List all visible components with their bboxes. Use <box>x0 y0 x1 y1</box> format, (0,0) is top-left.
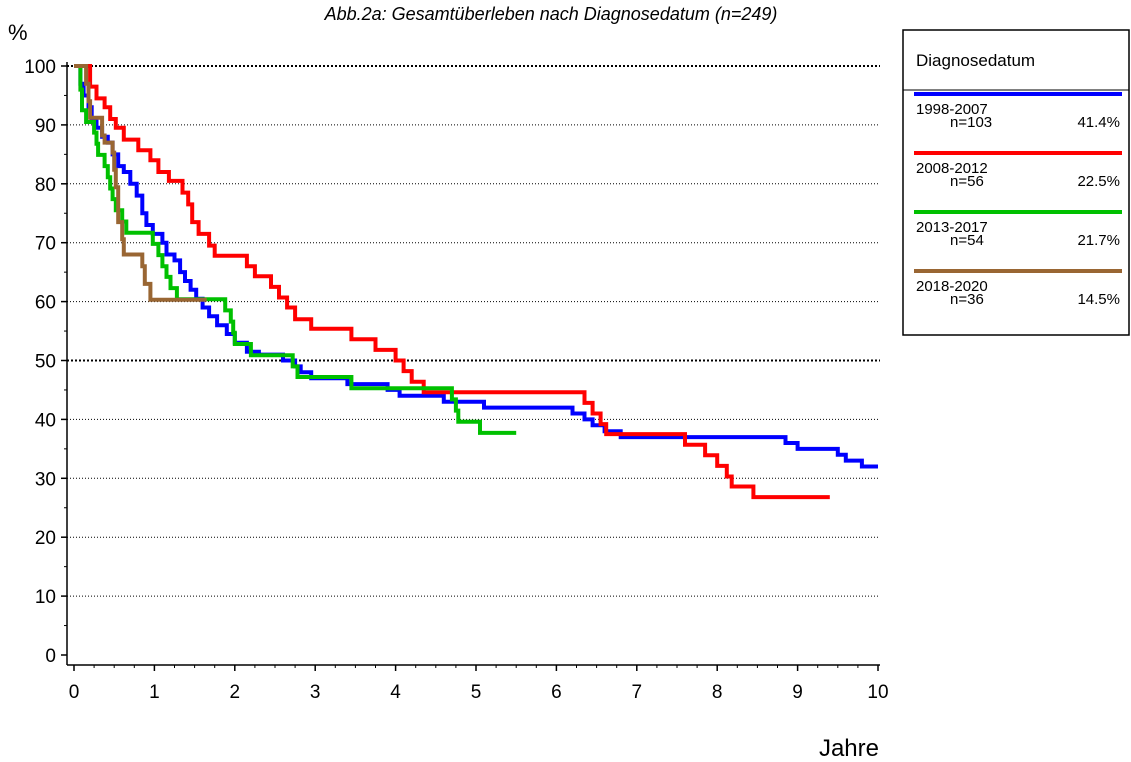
legend-percent: 41.4% <box>1077 114 1120 131</box>
y-axis-label: % <box>8 20 28 45</box>
x-tick-label: 8 <box>712 682 723 703</box>
legend-count: n=56 <box>950 173 984 190</box>
legend-count: n=36 <box>950 291 984 308</box>
x-tick-label: 10 <box>867 682 888 703</box>
legend-count: n=103 <box>950 114 992 131</box>
x-tick-label: 5 <box>471 682 482 703</box>
x-tick-label: 9 <box>792 682 803 703</box>
series-line-2013-2017 <box>74 64 517 435</box>
series-line-1998-2007 <box>74 64 878 469</box>
legend-percent: 21.7% <box>1077 232 1120 249</box>
x-tick-label: 2 <box>230 682 241 703</box>
x-tick-label: 4 <box>390 682 401 703</box>
axes <box>66 62 880 666</box>
legend-percent: 22.5% <box>1077 173 1120 190</box>
y-tick-label: 100 <box>24 57 56 78</box>
legend-label: 2013-2017 <box>916 219 988 236</box>
y-tick-label: 0 <box>45 646 56 667</box>
y-tick-label: 80 <box>35 175 56 196</box>
x-axis-label: Jahre <box>819 735 879 762</box>
grid-lines <box>67 65 880 597</box>
x-ticks: 0 1 2 3 4 5 6 7 8 9 10 <box>69 665 889 703</box>
y-tick-label: 70 <box>35 234 56 255</box>
x-tick-label: 3 <box>310 682 321 703</box>
y-tick-label: 50 <box>35 352 56 373</box>
y-tick-label: 40 <box>35 410 56 431</box>
y-tick-label: 90 <box>35 116 56 137</box>
y-ticks: 0 10 20 30 40 50 60 70 80 90 100 <box>24 57 67 667</box>
legend-count: n=54 <box>950 232 984 249</box>
y-tick-label: 60 <box>35 293 56 314</box>
x-tick-label: 1 <box>149 682 160 703</box>
y-tick-label: 20 <box>35 528 56 549</box>
y-tick-label: 10 <box>35 587 56 608</box>
chart-title: Abb.2a: Gesamtüberleben nach Diagnosedat… <box>324 4 778 24</box>
legend-box <box>902 29 1130 336</box>
legend-label: 2018-2020 <box>916 278 988 295</box>
legend-title: Diagnosedatum <box>916 51 1035 70</box>
x-tick-label: 7 <box>632 682 643 703</box>
legend-percent: 14.5% <box>1077 291 1120 308</box>
legend-label: 1998-2007 <box>916 101 988 118</box>
x-tick-label: 6 <box>551 682 562 703</box>
legend-label: 2008-2012 <box>916 160 988 177</box>
series-lines <box>74 64 878 500</box>
x-tick-label: 0 <box>69 682 80 703</box>
series-line-2008-2012 <box>74 64 830 500</box>
series-line-2018-2020 <box>74 64 207 302</box>
y-tick-label: 30 <box>35 469 56 490</box>
